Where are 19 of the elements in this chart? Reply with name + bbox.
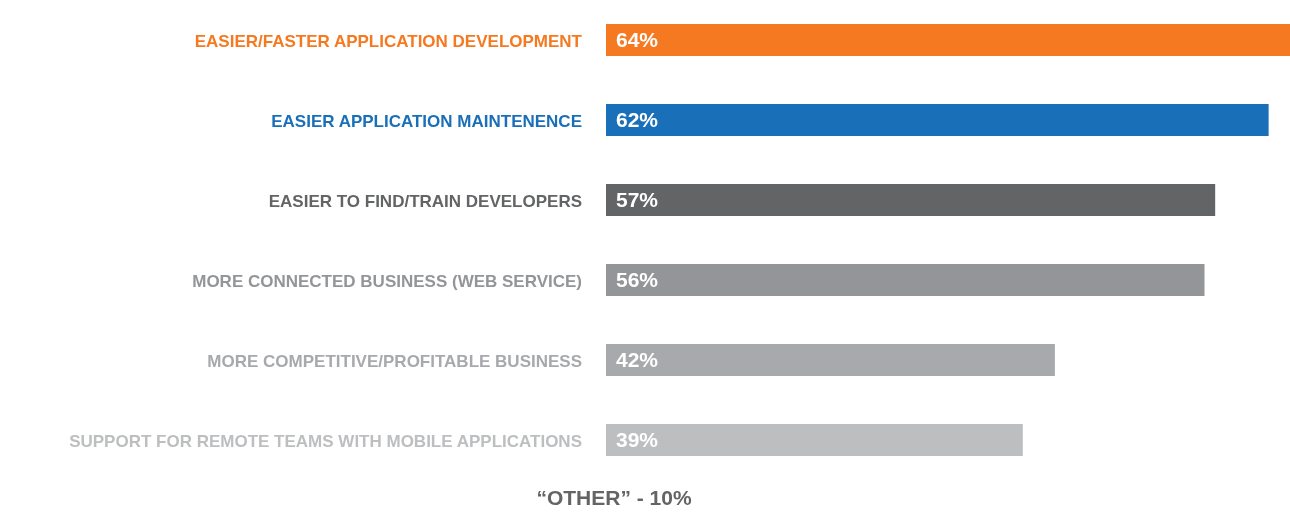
bar [606,184,1216,216]
data-label: 39% [616,428,659,452]
y-tick-label: EASIER/FASTER APPLICATION DEVELOPMENT [194,32,583,51]
bar [606,264,1205,296]
bar [606,104,1269,136]
bar [606,424,1023,456]
data-label: 57% [616,188,659,212]
y-tick-label: MORE CONNECTED BUSINESS (WEB SERVICE) [192,272,582,291]
data-label: 56% [616,268,659,292]
y-tick-label: EASIER APPLICATION MAINTENENCE [271,112,582,131]
bar [606,24,1290,56]
text: “OTHER” - 10% [535,486,693,510]
data-label: 62% [616,108,659,132]
y-tick-label: SUPPORT FOR REMOTE TEAMS WITH MOBILE APPLICATIONS [69,432,582,451]
y-tick-label: MORE COMPETITIVE/PROFITABLE BUSINESS [207,352,582,371]
bar [606,344,1055,376]
data-label: 64% [616,28,659,52]
data-label: 42% [616,348,659,372]
y-tick-label: EASIER TO FIND/TRAIN DEVELOPERS [268,192,582,211]
